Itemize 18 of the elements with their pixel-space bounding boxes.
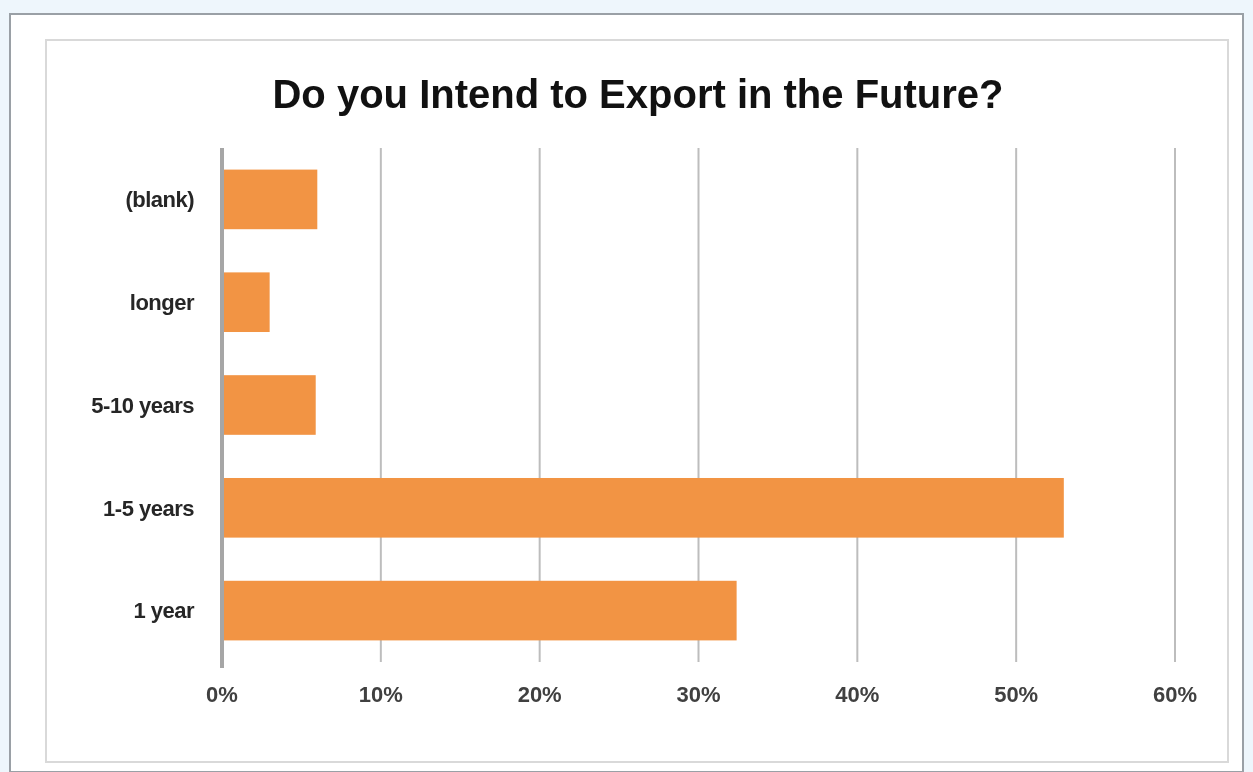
bar	[222, 375, 316, 435]
bar	[222, 580, 737, 641]
chart-title: Do you Intend to Export in the Future?	[272, 72, 1004, 116]
x-tick-label: 20%	[517, 682, 562, 707]
x-tick-label: 60%	[1152, 682, 1198, 707]
x-tick-label: 50%	[994, 682, 1039, 707]
x-tick-label: 10%	[358, 682, 403, 707]
x-tick-label: 40%	[835, 682, 880, 707]
y-tick-label: (blank)	[125, 187, 195, 213]
bar	[222, 169, 318, 230]
bar	[222, 477, 1064, 538]
y-tick-label: longer	[129, 289, 195, 315]
y-tick-label: 1 year	[133, 598, 195, 624]
bar	[222, 272, 270, 333]
x-tick-label: 0%	[206, 682, 238, 707]
y-tick-label: 1-5 years	[103, 495, 195, 521]
x-tick-label: 30%	[676, 682, 721, 707]
y-tick-label: 5-10 years	[91, 392, 195, 418]
